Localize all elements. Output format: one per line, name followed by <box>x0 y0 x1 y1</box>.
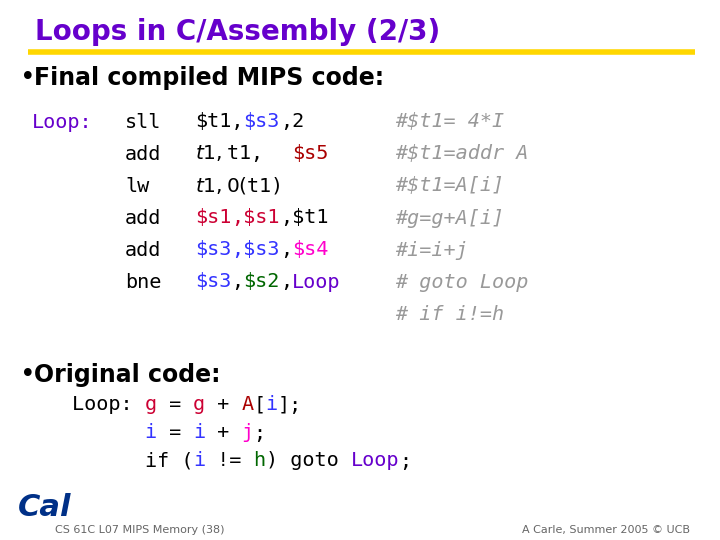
Text: i: i <box>145 423 157 442</box>
Text: $s4: $s4 <box>292 240 328 260</box>
Text: ,$t1: ,$t1 <box>280 208 328 227</box>
Text: ,2: ,2 <box>280 112 304 132</box>
Text: •: • <box>20 362 35 388</box>
Text: $t1,: $t1, <box>195 112 243 132</box>
Text: ;: ; <box>253 423 266 442</box>
Text: i: i <box>193 451 205 470</box>
Text: # if i!=h: # if i!=h <box>395 305 504 323</box>
Text: ,: , <box>280 273 292 292</box>
Text: Loop:: Loop: <box>72 395 145 415</box>
Text: #$t1= 4*I: #$t1= 4*I <box>395 112 504 132</box>
Text: Loop: Loop <box>292 273 341 292</box>
Text: $s3: $s3 <box>195 273 231 292</box>
Text: add: add <box>125 208 161 227</box>
Text: add: add <box>125 145 161 164</box>
Text: sll: sll <box>125 112 161 132</box>
Text: Loop: Loop <box>351 451 399 470</box>
Text: add: add <box>125 240 161 260</box>
Text: $s5: $s5 <box>292 145 328 164</box>
Text: Cal: Cal <box>18 494 71 523</box>
Text: #$t1=A[i]: #$t1=A[i] <box>395 177 504 195</box>
Text: #$t1=addr A: #$t1=addr A <box>395 145 528 164</box>
Text: # goto Loop: # goto Loop <box>395 273 528 292</box>
Text: g: g <box>145 395 157 415</box>
Text: $s3: $s3 <box>243 112 280 132</box>
Text: ,$s3: ,$s3 <box>231 240 280 260</box>
Text: ,: , <box>280 240 292 260</box>
Text: $s3: $s3 <box>195 240 231 260</box>
Text: ) goto: ) goto <box>266 451 351 470</box>
Text: Loop:: Loop: <box>32 112 93 132</box>
Text: +: + <box>205 423 241 442</box>
Text: Final compiled MIPS code:: Final compiled MIPS code: <box>34 66 384 90</box>
Text: +: + <box>205 395 241 415</box>
Text: =: = <box>157 423 193 442</box>
Text: lw: lw <box>125 177 149 195</box>
Text: ;: ; <box>399 451 411 470</box>
Text: i: i <box>193 423 205 442</box>
Text: •: • <box>20 65 35 91</box>
Text: $s2: $s2 <box>243 273 280 292</box>
Text: CS 61C L07 MIPS Memory (38): CS 61C L07 MIPS Memory (38) <box>55 525 225 535</box>
Text: $t1,$t1,: $t1,$t1, <box>195 144 260 165</box>
Text: j: j <box>241 423 253 442</box>
Text: ];: ]; <box>278 395 302 415</box>
Text: Original code:: Original code: <box>34 363 220 387</box>
Text: A Carle, Summer 2005 © UCB: A Carle, Summer 2005 © UCB <box>522 525 690 535</box>
Text: h: h <box>253 451 266 470</box>
Text: ,$s1: ,$s1 <box>231 208 280 227</box>
Text: ,: , <box>231 273 243 292</box>
Text: A: A <box>241 395 253 415</box>
Text: #g=g+A[i]: #g=g+A[i] <box>395 208 504 227</box>
Text: =: = <box>157 395 193 415</box>
Text: $s1: $s1 <box>195 208 231 227</box>
Text: !=: != <box>205 451 253 470</box>
Text: [: [ <box>253 395 266 415</box>
Text: bne: bne <box>125 273 161 292</box>
Text: #i=i+j: #i=i+j <box>395 240 468 260</box>
Text: $t1,0($t1): $t1,0($t1) <box>195 176 281 197</box>
Text: Loops in C/Assembly (2/3): Loops in C/Assembly (2/3) <box>35 18 440 46</box>
Text: i: i <box>266 395 278 415</box>
Text: if (: if ( <box>145 451 193 470</box>
Text: g: g <box>193 395 205 415</box>
